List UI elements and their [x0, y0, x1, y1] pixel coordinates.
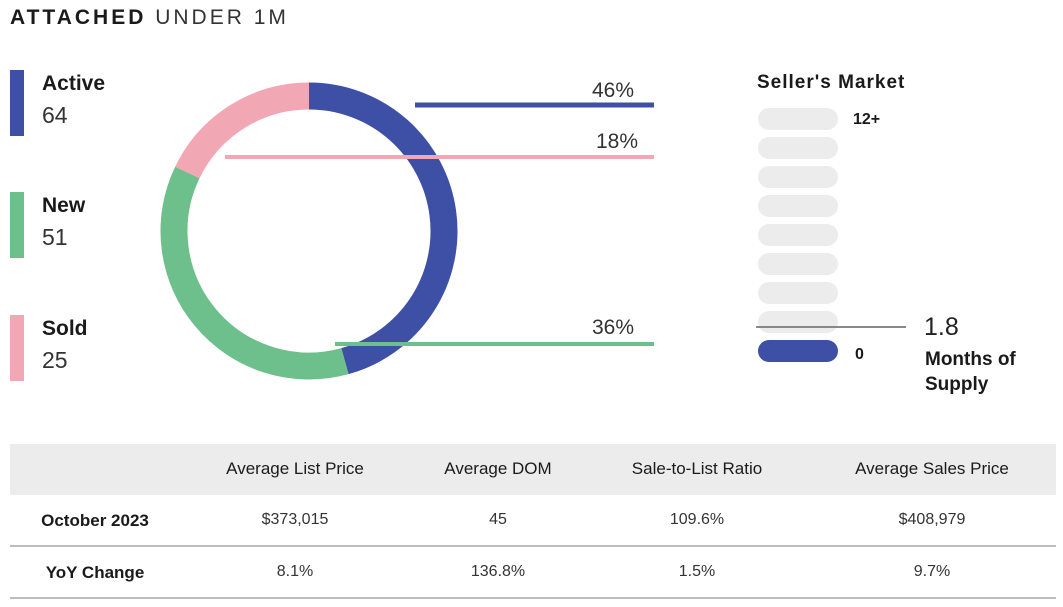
legend-label-sold: Sold [42, 317, 88, 340]
header-avg-list-price: Average List Price [226, 459, 364, 478]
gauge-pill [758, 311, 838, 333]
gauge-pill [758, 253, 838, 275]
legend-label-active: Active [42, 72, 106, 95]
stats-table: Average List Price Average DOM Sale-to-L… [10, 444, 1056, 599]
slice-active [308, 82, 458, 375]
page-title: ATTACHED UNDER 1M [10, 6, 289, 30]
legend-label-new: New [42, 194, 86, 217]
table-cell: 45 [489, 511, 507, 528]
percent-label-active: 46% [592, 79, 634, 102]
table-header: Average List Price Average DOM Sale-to-L… [10, 444, 1056, 495]
legend-swatch-active [10, 70, 24, 136]
table-cell: $408,979 [898, 511, 966, 528]
slice-new [160, 166, 349, 380]
gauge-pill [758, 137, 838, 159]
legend-value-active: 64 [42, 102, 68, 128]
gauge-pill [758, 195, 838, 217]
gauge-caption-line1: Months of [925, 349, 1016, 370]
gauge-pill [758, 166, 838, 188]
slice-sold [175, 82, 310, 179]
title-light: UNDER 1M [155, 6, 289, 29]
legend-swatch-sold [10, 315, 24, 381]
header-sale-to-list: Sale-to-List Ratio [631, 459, 763, 478]
table-row: YoY Change 8.1% 136.8% 1.5% 9.7% [10, 547, 1056, 599]
gauge-pill [758, 224, 838, 246]
percent-label-sold: 18% [596, 130, 638, 153]
table-cell: $373,015 [261, 511, 329, 528]
gauge-value: 1.8 [924, 313, 959, 341]
percent-label-new: 36% [592, 316, 634, 339]
gauge-pill [758, 282, 838, 304]
table-row: October 2023 $373,015 45 109.6% $408,979 [10, 495, 1056, 547]
legend-value-new: 51 [42, 224, 68, 250]
title-bold: ATTACHED [10, 6, 147, 29]
donut-chart: 46% 18% 36% [160, 79, 654, 380]
header-avg-dom: Average DOM [444, 459, 552, 478]
row-label: YoY Change [45, 563, 145, 582]
gauge-title: Seller's Market [757, 72, 906, 93]
table-cell: 109.6% [669, 511, 725, 528]
table-cell: 9.7% [913, 563, 951, 580]
gauge-caption: Months of Supply [925, 347, 1045, 397]
table-cell: 136.8% [470, 563, 526, 580]
gauge-caption-line2: Supply [925, 374, 989, 395]
row-label: October 2023 [41, 511, 149, 530]
legend-swatch-new [10, 192, 24, 258]
gauge-pill-filled [758, 340, 838, 362]
gauge-indicator-line [756, 326, 906, 328]
legend-value-sold: 25 [42, 347, 68, 373]
table-cell: 1.5% [678, 563, 716, 580]
table-cell: 8.1% [276, 563, 314, 580]
gauge-pill [758, 108, 838, 130]
gauge-top-label: 12+ [853, 111, 881, 128]
gauge-bottom-label: 0 [855, 346, 864, 363]
header-avg-sales-price: Average Sales Price [855, 459, 1009, 478]
